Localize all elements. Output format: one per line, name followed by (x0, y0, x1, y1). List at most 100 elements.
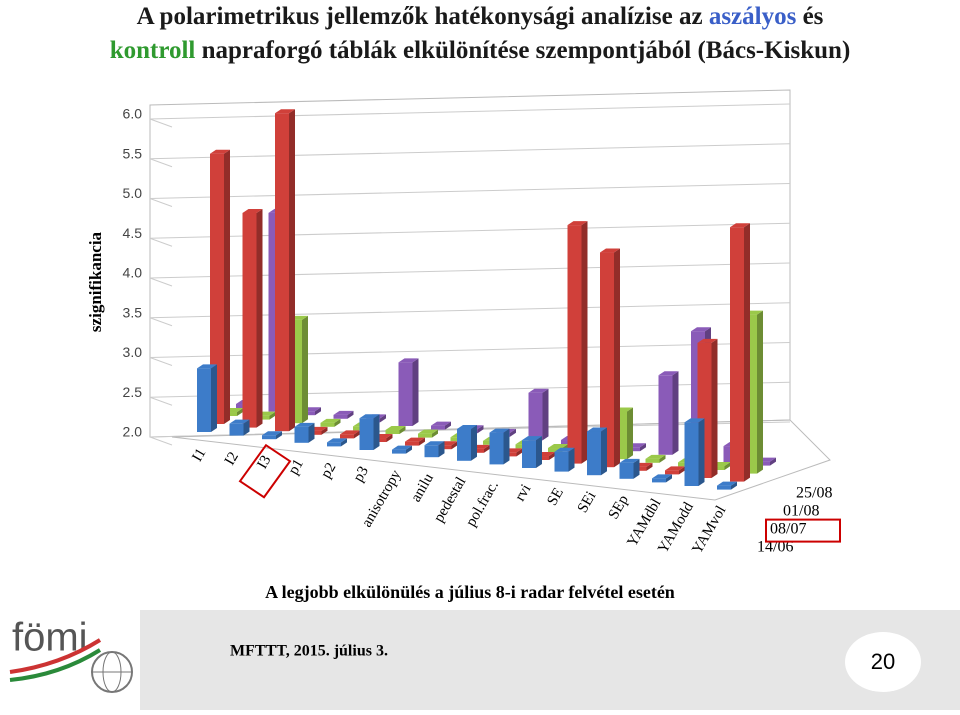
bar-side (269, 411, 276, 420)
bar-side (451, 441, 458, 450)
bar-top (424, 441, 445, 446)
bar-side (646, 462, 653, 471)
bar-top (528, 388, 549, 393)
bar (320, 422, 335, 427)
x-tick-label: rvi (512, 482, 534, 504)
bar (294, 426, 309, 443)
page-badge (845, 632, 921, 692)
bar (548, 448, 562, 452)
title-line-1: A polarimetrikus jellemzők hatékonysági … (137, 3, 824, 30)
x-tick-label: p3 (351, 464, 372, 485)
bar-top (554, 447, 575, 452)
event: MFTTT, 2015. július 3. (230, 643, 388, 660)
bar (567, 225, 582, 464)
tick-mark (149, 396, 173, 406)
tick-mark (149, 317, 173, 327)
page-number: 20 (871, 649, 895, 674)
highlight-box (765, 518, 841, 543)
bar-side (354, 430, 360, 439)
x-tick-label: anilu (408, 470, 437, 504)
bar-side (744, 223, 750, 482)
bar (619, 462, 634, 479)
bar (730, 227, 744, 482)
legend-label: 08/07 (770, 520, 806, 537)
logo-stripe (9, 648, 102, 682)
bar-side (406, 445, 412, 454)
title-part: aszályos (709, 3, 797, 30)
bar-top (229, 419, 250, 424)
grid-line (149, 183, 791, 199)
tick-mark (149, 436, 173, 446)
bar-top (385, 426, 406, 431)
bar-side (666, 474, 672, 483)
bar-top (457, 425, 477, 429)
y-tick-label: 6.0 (123, 106, 143, 122)
bar (600, 252, 614, 468)
title-part: napraforgó táblák elkülönítése szempontj… (195, 37, 850, 64)
bar-side (256, 208, 263, 428)
bar-top (697, 338, 718, 343)
bar (359, 418, 374, 450)
bar-side (477, 425, 484, 434)
bar-top (522, 436, 542, 441)
x-tick-label: SEp (606, 493, 632, 523)
bar (327, 442, 341, 447)
bar-side (568, 447, 575, 472)
bar-side (308, 422, 315, 443)
y-axis-title: szignifikancia (86, 231, 105, 332)
y-tick-label: 3.5 (123, 304, 143, 320)
legend-label: 01/08 (783, 502, 819, 519)
bar-top (691, 327, 711, 332)
title-line-2: kontroll napraforgó táblák elkülönítése … (110, 37, 851, 64)
bar (333, 414, 348, 419)
bar-side (386, 434, 393, 442)
bar-side (302, 315, 308, 424)
grid-line (149, 143, 791, 160)
x-tick-label: I2 (222, 449, 242, 468)
bar-top (587, 427, 607, 432)
bar (522, 440, 536, 468)
bar-side (633, 458, 640, 479)
bar (340, 434, 354, 439)
y-tick-label: 5.0 (123, 185, 143, 201)
bar (229, 423, 244, 436)
bar-side (581, 221, 588, 464)
tick-mark (149, 158, 173, 168)
bar-side (321, 426, 328, 435)
bar-side (672, 371, 679, 455)
legend-label: 25/08 (796, 484, 832, 501)
bar-top (262, 431, 282, 436)
bar-side (536, 436, 542, 468)
bar-top (398, 358, 419, 363)
title-part: kontroll (110, 37, 196, 64)
bar-top (242, 208, 263, 213)
x-tick-label: SE (544, 485, 567, 508)
bar (665, 470, 679, 475)
bar-top (730, 223, 750, 228)
bar (197, 368, 211, 432)
grid-line (149, 103, 791, 120)
bar-side (334, 418, 341, 427)
title-part: A polarimetrikus jellemzők hatékonysági … (137, 3, 709, 30)
x-tick-label: p1 (286, 457, 307, 478)
bar-top (275, 109, 295, 114)
bar-top (684, 418, 705, 423)
bar (658, 375, 673, 455)
bar-side (549, 452, 555, 460)
bar-top (340, 430, 360, 435)
bar-side (698, 418, 705, 486)
footer-band (140, 610, 960, 710)
bar (717, 485, 731, 490)
bar-top (665, 466, 685, 471)
bar (418, 433, 432, 438)
bar (457, 429, 471, 461)
logo-stripe (9, 638, 102, 674)
bar-side (757, 310, 763, 474)
logo: fömi (9, 616, 133, 693)
bar-top (327, 438, 347, 443)
bar (554, 451, 569, 472)
highlight-box (238, 443, 292, 499)
bar-top (294, 422, 315, 427)
x-tick-label: I1 (189, 446, 209, 465)
